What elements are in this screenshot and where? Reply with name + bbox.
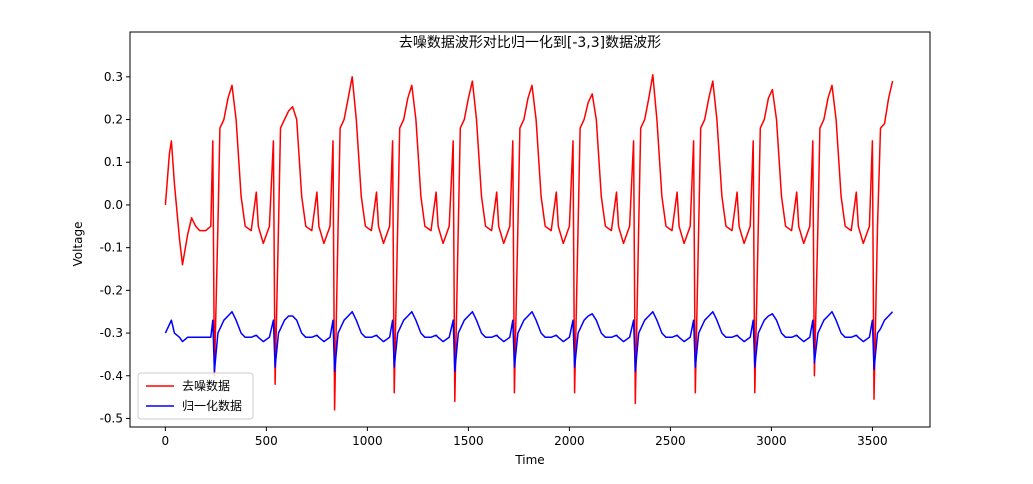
legend-box [137, 372, 254, 420]
x-tick-label: 2500 [655, 434, 686, 448]
x-tick-label: 500 [255, 434, 278, 448]
legend-label: 去噪数据 [182, 378, 230, 393]
y-tick-label: -0.1 [100, 241, 123, 255]
y-tick-label: -0.3 [100, 326, 123, 340]
y-tick-label: 0.2 [104, 113, 123, 127]
x-tick-label: 3000 [756, 434, 787, 448]
y-tick-label: -0.5 [100, 411, 123, 425]
y-axis-label: Voltage [71, 221, 85, 266]
x-tick-label: 1000 [352, 434, 383, 448]
series-line [164, 310, 894, 373]
y-tick-label: 0.1 [104, 155, 123, 169]
chart-title: 去噪数据波形对比归一化到[-3,3]数据波形 [399, 34, 661, 51]
y-tick-label: -0.4 [100, 369, 123, 383]
x-tick-label: 2000 [554, 434, 585, 448]
series-line [164, 73, 894, 411]
x-tick-label: 0 [162, 434, 170, 448]
legend-label: 归一化数据 [182, 398, 242, 413]
y-tick-label: 0.3 [104, 70, 123, 84]
x-tick-label: 3500 [857, 434, 888, 448]
x-axis-label: Time [514, 453, 544, 467]
y-tick-label: -0.2 [100, 283, 123, 297]
plot-frame [129, 31, 931, 428]
x-tick-label: 1500 [453, 434, 484, 448]
y-tick-label: 0.0 [104, 198, 123, 212]
